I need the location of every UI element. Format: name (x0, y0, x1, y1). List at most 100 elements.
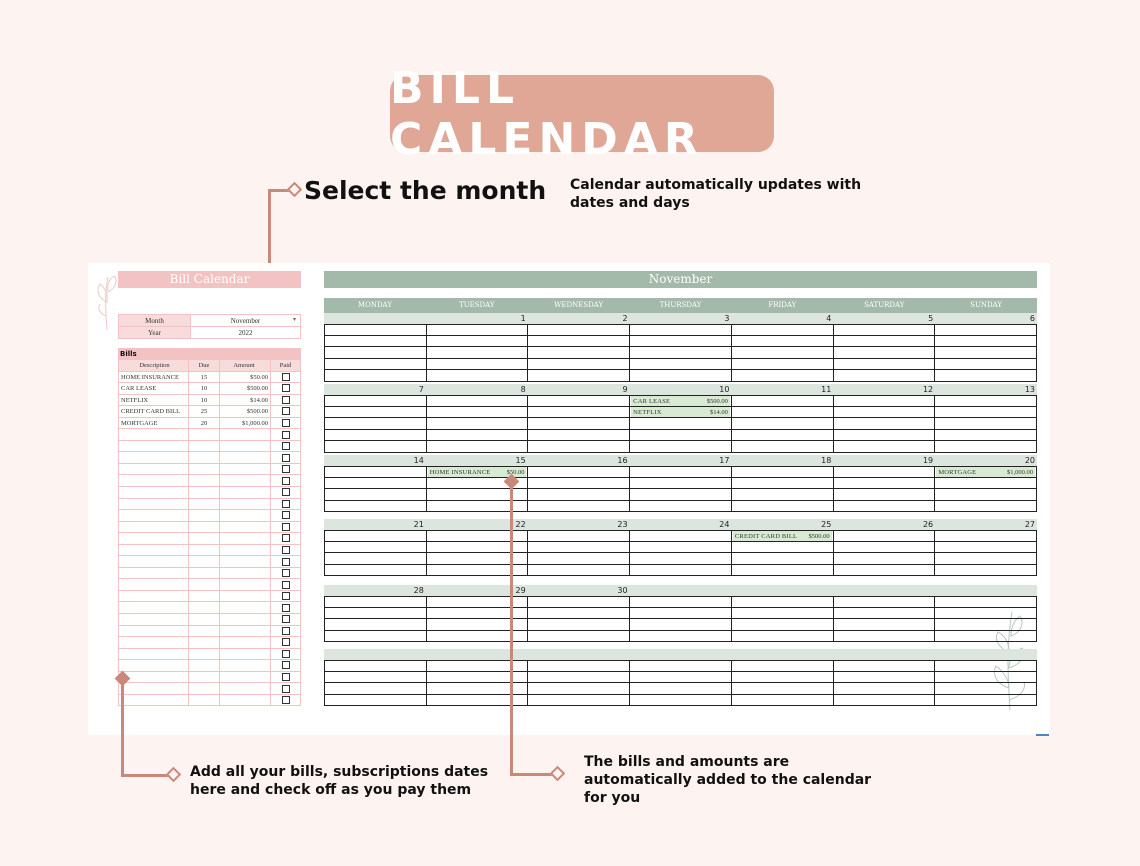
day-slot[interactable] (426, 501, 528, 513)
day-slot[interactable] (731, 501, 833, 513)
day-slot[interactable] (528, 565, 630, 577)
bill-description[interactable] (118, 498, 189, 510)
bill-amount[interactable] (220, 648, 271, 660)
bill-due[interactable] (189, 429, 220, 440)
day-slot[interactable] (731, 430, 833, 442)
day-slot[interactable] (528, 418, 630, 430)
bill-description[interactable] (118, 440, 189, 452)
bill-description[interactable] (118, 625, 189, 637)
day-slot[interactable] (630, 672, 731, 684)
day-cell[interactable] (630, 530, 732, 577)
day-cell[interactable] (630, 596, 732, 643)
bill-due[interactable] (189, 671, 220, 683)
day-slot[interactable] (426, 418, 528, 430)
day-slot[interactable] (731, 370, 833, 382)
day-slot[interactable] (426, 695, 528, 707)
paid-checkbox[interactable] (281, 569, 290, 578)
day-slot[interactable] (833, 359, 935, 371)
bill-description[interactable] (118, 521, 189, 533)
paid-checkbox[interactable] (281, 626, 290, 635)
day-slot[interactable] (630, 347, 731, 359)
bill-description[interactable] (118, 463, 189, 475)
day-slot[interactable] (325, 683, 426, 695)
day-slot[interactable] (833, 336, 935, 348)
day-slot[interactable] (528, 542, 630, 554)
day-slot[interactable] (426, 359, 528, 371)
day-cell[interactable] (833, 466, 936, 513)
year-field[interactable]: 2022 (190, 326, 301, 339)
bill-due[interactable] (189, 487, 220, 498)
day-slot[interactable] (426, 596, 528, 608)
day-slot[interactable] (325, 553, 426, 565)
bill-amount[interactable] (220, 521, 271, 533)
day-slot[interactable] (935, 478, 1037, 490)
bill-due[interactable] (189, 602, 220, 614)
day-slot[interactable] (833, 631, 935, 643)
day-cell[interactable] (935, 395, 1038, 453)
day-slot[interactable] (528, 683, 630, 695)
day-slot[interactable] (325, 489, 426, 501)
day-slot[interactable] (731, 596, 833, 608)
day-slot[interactable] (630, 660, 731, 672)
day-cell[interactable] (426, 395, 529, 453)
day-slot[interactable] (325, 395, 426, 407)
day-slot[interactable] (325, 530, 426, 542)
day-slot[interactable] (528, 501, 630, 513)
bill-amount[interactable] (220, 544, 271, 556)
day-slot[interactable] (630, 631, 731, 643)
day-slot[interactable] (731, 565, 833, 577)
day-slot[interactable] (833, 418, 935, 430)
day-slot[interactable] (426, 553, 528, 565)
paid-checkbox[interactable] (281, 419, 290, 427)
day-slot[interactable] (426, 370, 528, 382)
paid-checkbox[interactable] (281, 615, 290, 624)
day-slot[interactable] (325, 430, 426, 442)
bill-due[interactable] (189, 567, 220, 579)
bill-amount[interactable] (220, 556, 271, 567)
day-slot[interactable] (325, 324, 426, 336)
bill-amount[interactable] (220, 614, 271, 625)
day-cell[interactable] (630, 660, 732, 707)
bill-description[interactable] (118, 602, 189, 614)
day-slot[interactable] (630, 683, 731, 695)
day-cell[interactable] (731, 660, 834, 707)
day-cell[interactable]: HOME INSURANCE $50.00 (426, 466, 529, 513)
bill-description[interactable] (118, 487, 189, 498)
day-slot[interactable] (833, 683, 935, 695)
day-slot[interactable] (833, 441, 935, 453)
day-slot[interactable] (833, 542, 935, 554)
bill-amount[interactable] (220, 533, 271, 544)
day-slot[interactable] (935, 501, 1037, 513)
bill-due[interactable] (189, 660, 220, 671)
day-slot[interactable] (833, 347, 935, 359)
day-slot[interactable] (325, 478, 426, 490)
day-slot[interactable] (528, 608, 630, 620)
day-slot[interactable] (935, 672, 1037, 684)
bill-amount[interactable]: $14.00 (220, 394, 271, 406)
day-slot[interactable] (426, 478, 528, 490)
bill-due[interactable] (189, 463, 220, 475)
paid-checkbox[interactable] (281, 511, 290, 520)
day-slot[interactable] (731, 347, 833, 359)
day-slot[interactable] (833, 430, 935, 442)
dropdown-arrow-icon[interactable]: ▾ (292, 317, 296, 323)
day-slot[interactable] (935, 489, 1037, 501)
day-cell[interactable] (731, 596, 834, 643)
day-slot[interactable] (935, 359, 1037, 371)
day-slot[interactable] (731, 418, 833, 430)
paid-checkbox[interactable] (281, 557, 290, 566)
day-cell[interactable] (325, 324, 427, 382)
day-slot[interactable] (426, 430, 528, 442)
day-slot[interactable]: NETFLIX $14.00 (630, 406, 731, 419)
day-slot[interactable] (426, 407, 528, 419)
day-cell[interactable] (731, 324, 834, 382)
day-slot[interactable] (426, 530, 528, 542)
day-slot[interactable] (833, 466, 935, 478)
paid-checkbox[interactable] (281, 384, 290, 393)
paid-checkbox[interactable] (281, 592, 290, 601)
day-slot[interactable] (833, 370, 935, 382)
bill-amount[interactable] (220, 567, 271, 579)
bill-description[interactable] (118, 614, 189, 625)
day-slot[interactable] (426, 631, 528, 643)
bill-due[interactable] (189, 590, 220, 602)
